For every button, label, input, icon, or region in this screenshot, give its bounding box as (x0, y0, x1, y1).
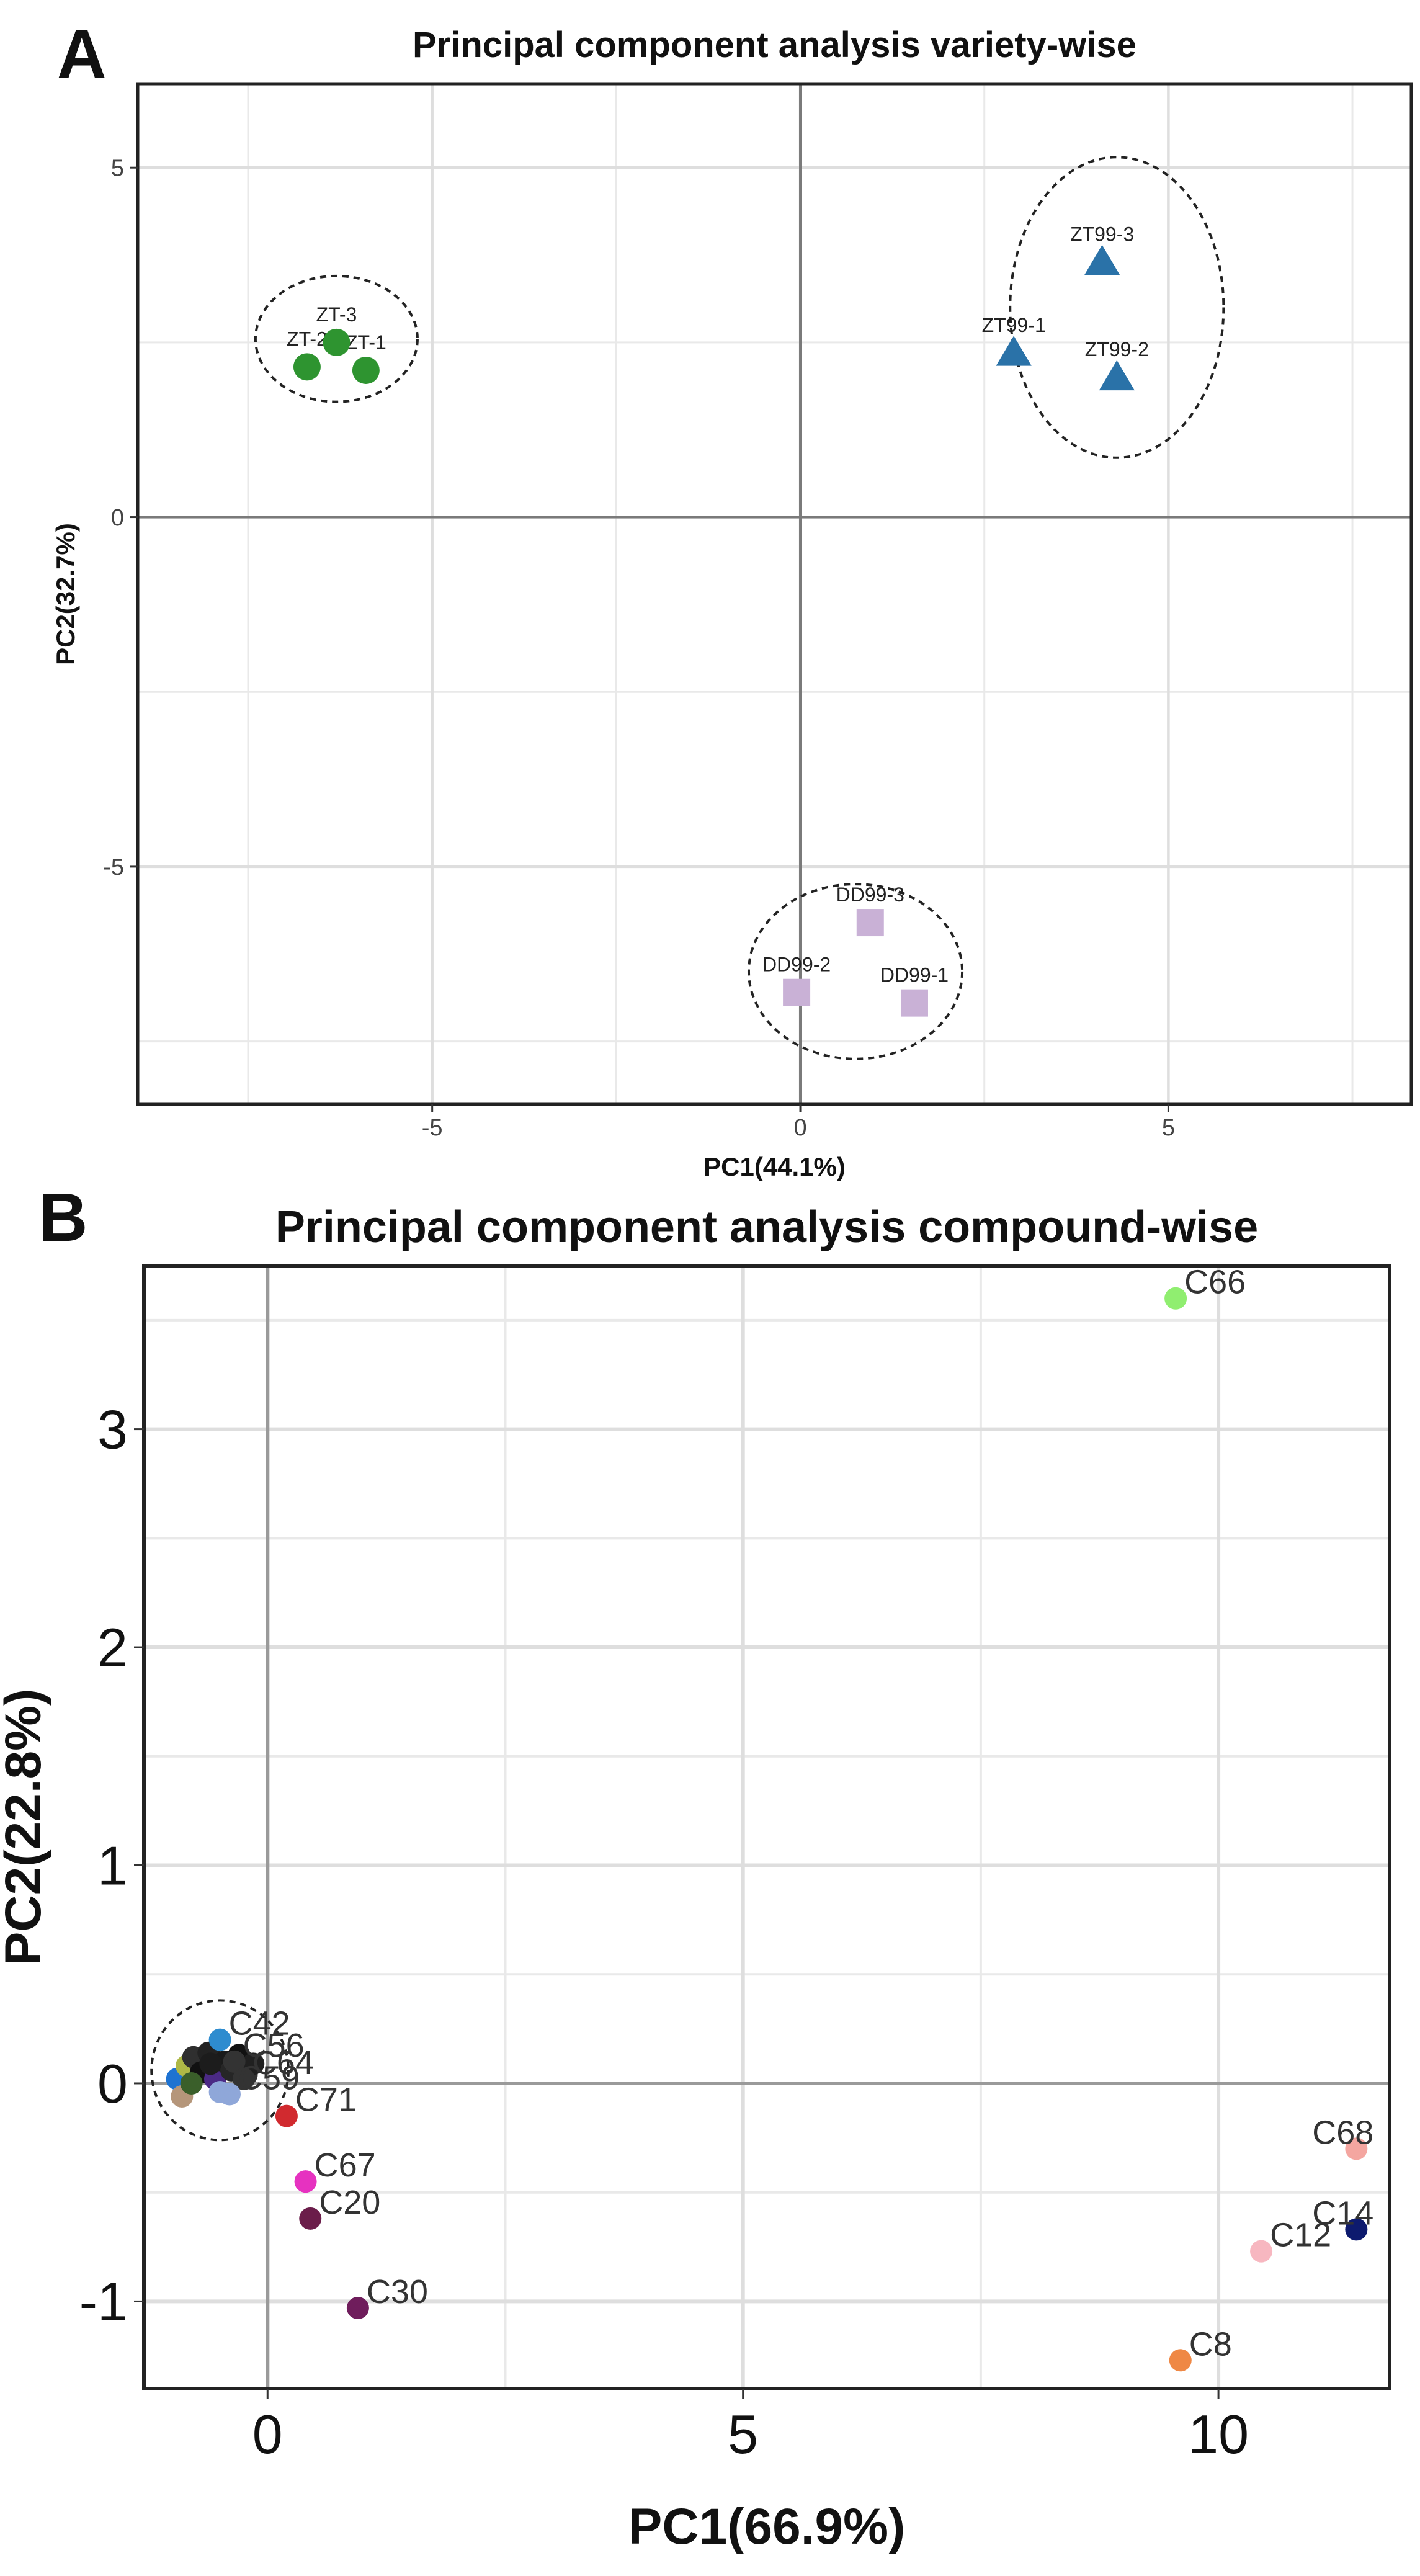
chart-a-point-dd99-1 (900, 989, 928, 1017)
chart-b-point-label-c8: C8 (1189, 2325, 1232, 2363)
chart-a-y-tick-label: 5 (111, 156, 124, 182)
panel-b-letter: B (38, 1179, 87, 1256)
chart-b-point-label-c67: C67 (315, 2147, 376, 2184)
chart-a-ellipse-dd99 (747, 883, 964, 1060)
chart-b-point-c68 (1345, 2137, 1368, 2160)
chart-a-point-label-zt-3: ZT-3 (316, 303, 357, 326)
chart-b-cluster-ellipse (150, 1999, 290, 2142)
chart-b-point-c12 (1250, 2240, 1273, 2263)
chart-b-point-label-c14: C14 (1312, 2194, 1373, 2232)
chart-b-y-tick-label: 1 (97, 1835, 128, 1896)
chart-b-point-c67 (294, 2170, 317, 2193)
chart-b-y-tick-label: 3 (97, 1398, 128, 1460)
chart-a-point-zt99-1 (996, 336, 1032, 366)
chart-a-point-zt-2 (293, 353, 321, 381)
chart-a-x-tick-label: 5 (1162, 1115, 1175, 1141)
chart-b-y-axis-title: PC2(22.8%) (0, 1689, 51, 1966)
chart-a-x-tick-label: 0 (793, 1115, 806, 1141)
chart-b-point-c71 (275, 2104, 298, 2127)
chart-b-point-c59 (218, 2083, 241, 2106)
chart-b-point-label-c66: C66 (1184, 1264, 1246, 1301)
chart-b-title: Principal component analysis compound-wi… (275, 1202, 1258, 1252)
chart-a-point-zt-3 (323, 328, 351, 356)
chart-b-point-label-c64: C64 (252, 2044, 314, 2082)
chart-a-y-tick-label: -5 (103, 854, 124, 880)
chart-b-point-label-c59: C59 (238, 2060, 300, 2097)
chart-a-point-label-zt-1: ZT-1 (346, 331, 386, 354)
chart-a: ZT-1 ZT-2ZT-3 ZT99-1 ZT99-2 ZT99-3 DD99-1 DD99… (51, 25, 1413, 1181)
chart-b-point-c66 (1164, 1287, 1187, 1310)
chart-a-point-label-zt99-3: ZT99-3 (1070, 223, 1134, 245)
chart-b-cluster-point (199, 2052, 222, 2075)
chart-a-x-tick-label: -5 (422, 1115, 443, 1141)
chart-b-point-c64 (232, 2067, 255, 2090)
chart-a-y-axis-title: PC2(32.7%) (51, 523, 80, 665)
chart-a-point-dd99-3 (856, 909, 884, 937)
chart-a-x-axis-title: PC1(44.1%) (703, 1152, 846, 1181)
chart-b-point-c42 (208, 2028, 231, 2051)
chart-a-point-label-dd99-2: DD99-2 (762, 954, 831, 976)
chart-a-point-label-dd99-1: DD99-1 (880, 964, 949, 986)
chart-b-point-label-c20: C20 (319, 2184, 380, 2221)
chart-b-cluster-point (180, 2072, 203, 2095)
chart-a-ellipse-zt99 (1009, 156, 1225, 459)
chart-a-point-label-zt99-1: ZT99-1 (982, 314, 1046, 336)
chart-a-point-label-zt-2: ZT-2 (287, 328, 328, 350)
chart-b-y-tick-label: 0 (97, 2053, 128, 2114)
chart-b-point-c20 (299, 2207, 322, 2230)
chart-b-y-tick-label: 2 (97, 1617, 128, 1678)
chart-b-point-label-c68: C68 (1312, 2114, 1373, 2151)
chart-b-x-tick-label: 5 (728, 2404, 758, 2465)
chart-b-point-c30 (346, 2296, 369, 2319)
chart-b-point-label-c42: C42 (229, 2005, 290, 2042)
chart-a-title: Principal component analysis variety-wis… (413, 25, 1136, 65)
chart-b-plot-area (144, 1266, 1390, 2389)
chart-a-y-tick-label: 0 (111, 505, 124, 531)
chart-b-point-label-c71: C71 (295, 2082, 357, 2119)
chart-b-point-label-c30: C30 (367, 2273, 428, 2310)
chart-a-point-zt-1 (352, 356, 380, 384)
chart-b-point-c8 (1169, 2349, 1192, 2372)
chart-b-point-c14 (1345, 2218, 1368, 2241)
chart-a-plot-border (136, 82, 1413, 1106)
chart-a-ellipse-zt (254, 274, 419, 403)
chart-b-x-tick-label: 10 (1188, 2404, 1249, 2465)
chart-b-point-c56 (223, 2050, 246, 2073)
chart-b-y-tick-label: -1 (79, 2271, 128, 2332)
chart-b-point-label-c12: C12 (1270, 2217, 1331, 2254)
chart-a-point-zt99-3 (1084, 244, 1120, 275)
chart-a-point-label-zt99-2: ZT99-2 (1085, 338, 1149, 360)
chart-a-point-dd99-2 (783, 978, 811, 1006)
chart-b-x-tick-label: 0 (252, 2404, 283, 2465)
chart-a-plot-area (138, 84, 1411, 1104)
chart-b-x-axis-title: PC1(66.9%) (628, 2498, 906, 2555)
panel-a-letter: A (57, 16, 106, 92)
chart-a-point-zt99-2 (1099, 360, 1135, 391)
chart-b-point-label-c56: C56 (243, 2027, 305, 2064)
chart-b-plot-border (142, 1264, 1391, 2390)
chart-a-point-label-dd99-3: DD99-3 (836, 883, 904, 906)
